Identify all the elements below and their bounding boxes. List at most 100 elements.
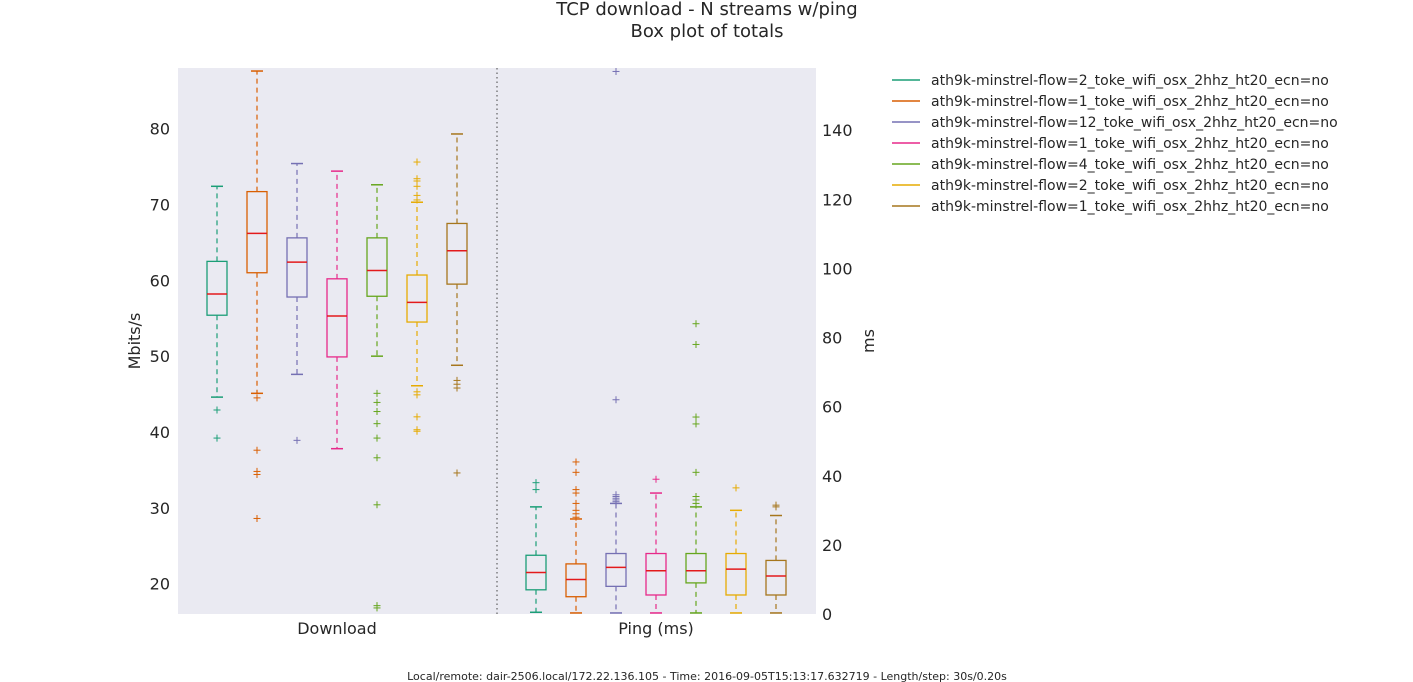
outlier-marker <box>413 175 421 183</box>
box <box>206 260 228 316</box>
box <box>446 222 468 285</box>
right-tick-label: 100 <box>822 259 853 278</box>
outlier-marker <box>692 493 700 501</box>
outlier-marker <box>453 469 461 477</box>
outlier-marker <box>612 67 620 75</box>
outlier-marker <box>453 384 461 392</box>
y-axis-label-right: ms <box>859 329 878 353</box>
outlier-marker <box>652 475 660 483</box>
left-tick-label: 20 <box>150 575 170 594</box>
box <box>725 552 747 596</box>
box <box>366 237 388 297</box>
download-box-2 <box>246 70 268 522</box>
outlier-marker <box>532 486 540 494</box>
legend-item-3: ath9k-minstrel-flow=12_toke_wifi_osx_2hh… <box>892 115 1338 131</box>
outlier-marker <box>413 427 421 435</box>
left-tick-label: 60 <box>150 271 170 290</box>
y-axis-label-left: Mbits/s <box>125 313 144 370</box>
outlier-marker <box>692 320 700 328</box>
legend-item-4: ath9k-minstrel-flow=1_toke_wifi_osx_2hhz… <box>892 136 1329 152</box>
box <box>406 274 428 323</box>
legend-item-2: ath9k-minstrel-flow=1_toke_wifi_osx_2hhz… <box>892 94 1329 110</box>
group-label-ping: Ping (ms) <box>618 619 694 638</box>
group-label-download: Download <box>297 619 377 638</box>
legend-label: ath9k-minstrel-flow=12_toke_wifi_osx_2hh… <box>931 115 1338 131</box>
outlier-marker <box>213 406 221 414</box>
box <box>326 278 348 358</box>
outlier-marker <box>692 413 700 421</box>
left-tick-label: 40 <box>150 423 170 442</box>
ping-box-5 <box>685 320 707 614</box>
legend: ath9k-minstrel-flow=2_toke_wifi_osx_2hhz… <box>892 73 1338 215</box>
download-box-7 <box>446 133 468 477</box>
legend-label: ath9k-minstrel-flow=1_toke_wifi_osx_2hhz… <box>931 136 1329 152</box>
ping-box-2 <box>565 458 587 614</box>
box <box>565 563 587 598</box>
left-axis-ticks: 20 30 40 50 60 70 80 <box>150 120 170 594</box>
chart-marks <box>206 67 787 614</box>
outlier-marker <box>413 413 421 421</box>
right-tick-label: 0 <box>822 605 832 624</box>
outlier-marker <box>572 468 580 476</box>
ping-box-4 <box>645 475 667 614</box>
right-tick-label: 120 <box>822 190 853 209</box>
outlier-marker <box>373 434 381 442</box>
outlier-marker <box>213 434 221 442</box>
outlier-marker <box>253 446 261 454</box>
right-tick-label: 80 <box>822 329 842 348</box>
outlier-marker <box>692 420 700 428</box>
left-tick-label: 50 <box>150 347 170 366</box>
left-tick-label: 30 <box>150 499 170 518</box>
download-box-4 <box>326 170 348 450</box>
outlier-marker <box>612 396 620 404</box>
outlier-marker <box>692 340 700 348</box>
footer-text: Local/remote: dair-2506.local/172.22.136… <box>407 670 1007 682</box>
outlier-marker <box>373 420 381 428</box>
legend-label: ath9k-minstrel-flow=2_toke_wifi_osx_2hhz… <box>931 73 1329 89</box>
ping-box-7 <box>765 501 787 614</box>
right-tick-label: 140 <box>822 121 853 140</box>
outlier-marker <box>572 506 580 514</box>
outlier-marker <box>413 158 421 166</box>
outlier-marker <box>772 501 780 509</box>
outlier-marker <box>373 501 381 509</box>
right-axis-ticks: 0 20 40 60 80 100 120 140 <box>822 121 853 624</box>
legend-label: ath9k-minstrel-flow=4_toke_wifi_osx_2hhz… <box>931 157 1329 173</box>
outlier-marker <box>253 394 261 402</box>
right-tick-label: 60 <box>822 398 842 417</box>
box <box>685 552 707 584</box>
outlier-marker <box>572 458 580 466</box>
outlier-marker <box>692 468 700 476</box>
outlier-marker <box>373 398 381 406</box>
outlier-marker <box>253 470 261 478</box>
right-tick-label: 20 <box>822 536 842 555</box>
outlier-marker <box>253 514 261 522</box>
outlier-marker <box>413 391 421 399</box>
outlier-marker <box>532 479 540 487</box>
legend-label: ath9k-minstrel-flow=2_toke_wifi_osx_2hhz… <box>931 178 1329 194</box>
outlier-marker <box>732 484 740 492</box>
right-tick-label: 40 <box>822 467 842 486</box>
outlier-marker <box>373 389 381 397</box>
outlier-marker <box>373 408 381 416</box>
legend-label: ath9k-minstrel-flow=1_toke_wifi_osx_2hhz… <box>931 94 1329 110</box>
outlier-marker <box>373 454 381 462</box>
ping-box-3 <box>605 67 627 614</box>
outlier-marker <box>572 499 580 507</box>
download-box-6 <box>406 158 428 435</box>
outlier-marker <box>413 191 421 199</box>
legend-item-6: ath9k-minstrel-flow=2_toke_wifi_osx_2hhz… <box>892 178 1329 194</box>
outlier-marker <box>572 486 580 494</box>
download-box-1 <box>206 185 228 442</box>
legend-item-5: ath9k-minstrel-flow=4_toke_wifi_osx_2hhz… <box>892 157 1329 173</box>
ping-box-1 <box>525 479 547 614</box>
outlier-marker <box>612 491 620 499</box>
box <box>246 190 268 274</box>
legend-label: ath9k-minstrel-flow=1_toke_wifi_osx_2hhz… <box>931 199 1329 215</box>
chart-title: TCP download - N streams w/ping <box>555 0 857 20</box>
box <box>765 559 787 596</box>
left-tick-label: 80 <box>150 120 170 139</box>
box <box>286 237 308 298</box>
legend-item-1: ath9k-minstrel-flow=2_toke_wifi_osx_2hhz… <box>892 73 1329 89</box>
